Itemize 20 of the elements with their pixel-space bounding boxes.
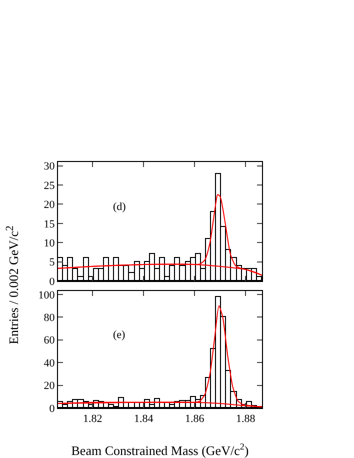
x-tick-label: 1.88 [236,413,256,426]
y-tick-label: 0 [49,402,56,415]
x-tick-label: 1.84 [134,413,154,426]
x-tick-label: 1.86 [185,413,205,426]
y-tick-label: 15 [44,218,56,230]
annotation: (d) [113,201,126,213]
x-axis-title: Beam Constrained Mass (GeV/c$^{2}$) [71,442,249,458]
x-tick-label: 1.82 [83,413,102,426]
y-tick-label: 30 [44,160,56,173]
y-tick-label: 10 [44,237,56,250]
y-tick-label: 80 [44,312,56,324]
y-tick-label: 25 [44,180,56,192]
y-tick-label: 20 [44,380,56,392]
y-tick-label: 20 [44,199,56,212]
y-tick-label: 40 [44,357,56,370]
y-tick-label: 5 [49,256,56,269]
annotation: (e) [113,329,126,341]
y-tick-label: 0 [49,276,56,288]
y-tick-label: 60 [44,334,56,347]
y-tick-label: 100 [38,289,56,302]
